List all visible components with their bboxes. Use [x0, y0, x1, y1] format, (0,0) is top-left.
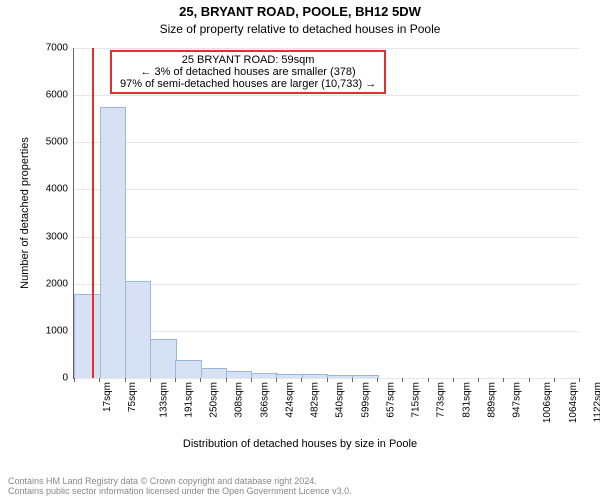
x-tick	[529, 378, 530, 382]
x-tick-label: 773sqm	[436, 382, 447, 418]
x-tick-label: 1122sqm	[592, 382, 600, 422]
histogram-bar	[150, 339, 177, 378]
footer-line: Contains HM Land Registry data © Crown c…	[8, 476, 352, 486]
x-tick-label: 17sqm	[102, 382, 113, 412]
y-tick-label: 2000	[46, 278, 74, 289]
chart-plot-area: 0100020003000400050006000700017sqm75sqm1…	[73, 48, 579, 379]
y-tick-label: 4000	[46, 184, 74, 195]
x-tick	[478, 378, 479, 382]
x-tick-label: 657sqm	[385, 382, 396, 418]
x-tick	[352, 378, 353, 382]
property-marker-line	[92, 48, 94, 378]
y-axis-label: Number of detached properties	[19, 137, 31, 289]
x-tick-label: 715sqm	[411, 382, 422, 418]
gridline	[74, 189, 579, 190]
x-tick	[150, 378, 151, 382]
footer-attribution: Contains HM Land Registry data © Crown c…	[8, 476, 352, 496]
x-tick-label: 133sqm	[158, 382, 169, 418]
histogram-bar	[276, 374, 303, 378]
x-tick-label: 831sqm	[461, 382, 472, 418]
y-tick-label: 6000	[46, 90, 74, 101]
info-box: 25 BRYANT ROAD: 59sqm← 3% of detached ho…	[110, 50, 386, 94]
page-subtitle: Size of property relative to detached ho…	[0, 22, 600, 36]
x-tick	[251, 378, 252, 382]
histogram-bar	[327, 375, 354, 378]
y-tick-label: 5000	[46, 137, 74, 148]
x-tick-label: 947sqm	[512, 382, 523, 418]
x-tick-label: 250sqm	[209, 382, 220, 418]
x-tick	[579, 378, 580, 382]
x-tick	[99, 378, 100, 382]
y-tick-label: 0	[62, 373, 74, 384]
x-tick	[503, 378, 504, 382]
x-tick-label: 889sqm	[486, 382, 497, 418]
x-tick-label: 366sqm	[259, 382, 270, 418]
x-tick	[554, 378, 555, 382]
histogram-bar	[175, 360, 202, 378]
gridline	[74, 142, 579, 143]
x-tick	[453, 378, 454, 382]
histogram-bar	[125, 281, 152, 378]
x-tick	[200, 378, 201, 382]
footer-line: Contains public sector information licen…	[8, 486, 352, 496]
x-tick	[327, 378, 328, 382]
histogram-bar	[302, 374, 329, 378]
histogram-bar	[251, 373, 278, 378]
x-tick-label: 482sqm	[310, 382, 321, 418]
x-tick	[428, 378, 429, 382]
histogram-bar	[352, 375, 379, 378]
x-tick	[377, 378, 378, 382]
x-tick-label: 599sqm	[360, 382, 371, 418]
y-tick-label: 1000	[46, 325, 74, 336]
x-tick	[125, 378, 126, 382]
x-tick-label: 1064sqm	[568, 382, 579, 423]
x-tick-label: 540sqm	[335, 382, 346, 418]
gridline	[74, 237, 579, 238]
x-tick-label: 1006sqm	[542, 382, 553, 423]
x-tick	[301, 378, 302, 382]
x-tick	[74, 378, 75, 382]
x-tick	[402, 378, 403, 382]
info-box-line: ← 3% of detached houses are smaller (378…	[120, 66, 376, 78]
x-tick-label: 308sqm	[234, 382, 245, 418]
x-tick	[276, 378, 277, 382]
x-axis-label: Distribution of detached houses by size …	[0, 438, 600, 450]
y-tick-label: 7000	[46, 43, 74, 54]
histogram-bar	[74, 294, 101, 378]
x-tick	[226, 378, 227, 382]
info-box-line: 97% of semi-detached houses are larger (…	[120, 78, 376, 90]
y-tick-label: 3000	[46, 231, 74, 242]
x-tick	[175, 378, 176, 382]
gridline	[74, 95, 579, 96]
page-title: 25, BRYANT ROAD, POOLE, BH12 5DW	[0, 4, 600, 19]
histogram-bar	[201, 368, 228, 378]
x-tick-label: 191sqm	[183, 382, 194, 418]
x-tick-label: 75sqm	[127, 382, 138, 412]
histogram-bar	[100, 107, 127, 378]
gridline	[74, 48, 579, 49]
x-tick-label: 424sqm	[284, 382, 295, 418]
histogram-bar	[226, 371, 253, 378]
info-box-line: 25 BRYANT ROAD: 59sqm	[120, 54, 376, 66]
